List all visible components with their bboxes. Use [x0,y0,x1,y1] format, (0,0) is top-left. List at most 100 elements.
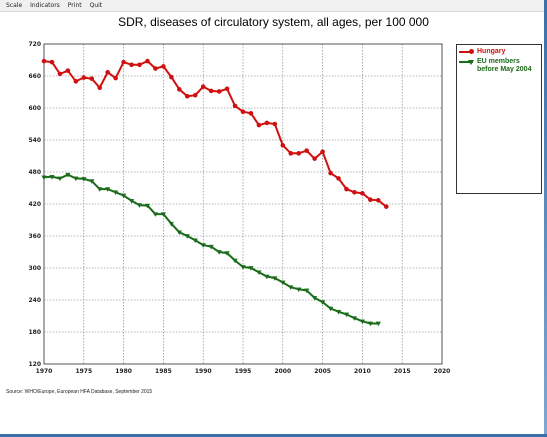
chart-title: SDR, diseases of circulatory system, all… [118,15,429,29]
x-tick-label: 2020 [434,368,451,375]
menu-quit[interactable]: Quit [89,2,103,9]
data-point-0 [137,62,142,68]
data-point-0 [376,197,381,203]
data-point-0 [352,189,357,195]
data-point-1 [152,212,159,217]
y-tick-label: 480 [28,169,41,176]
y-tick-label: 660 [28,73,41,80]
data-point-0 [320,149,325,155]
data-point-0 [81,75,87,80]
data-point-0 [65,68,71,73]
data-point-1 [57,176,63,182]
data-point-1 [272,276,278,281]
menu-scale[interactable]: Scale [6,2,23,9]
data-point-1 [184,234,190,239]
series-line-0 [43,59,387,208]
menu-indicators[interactable]: Indicators [30,2,60,9]
data-point-1 [144,203,151,209]
data-point-1 [240,265,246,270]
x-tick-label: 1985 [155,368,172,375]
data-point-1 [208,244,214,250]
data-point-1 [256,270,262,276]
data-point-0 [288,151,294,156]
plot-frame [43,43,443,365]
window-edge-right [544,0,547,437]
legend-item-hungary[interactable]: Hungary [459,48,541,56]
data-point-1 [73,176,79,182]
y-tick-label: 180 [28,329,41,336]
data-point-0 [248,111,254,116]
data-point-0 [256,122,262,128]
data-point-0 [344,186,349,192]
legend-symbol-eu [459,58,477,66]
data-point-0 [304,148,309,153]
data-point-1 [304,288,310,294]
data-point-1 [319,300,326,305]
data-point-1 [375,321,381,327]
data-point-1 [343,312,350,318]
data-point-0 [161,64,166,69]
data-point-1 [311,296,318,301]
data-point-0 [145,58,150,64]
data-point-1 [351,316,358,321]
data-point-1 [65,172,71,178]
data-point-0 [153,66,158,71]
data-point-0 [97,85,103,91]
data-point-1 [327,306,334,312]
data-point-0 [328,170,333,176]
data-point-1 [192,238,198,244]
data-point-1 [168,221,175,227]
data-point-1 [280,280,286,286]
data-point-0 [49,59,55,65]
data-point-1 [248,266,254,271]
y-tick-label: 360 [28,233,41,240]
data-point-0 [296,151,302,156]
data-point-0 [208,88,214,94]
x-tick-label: 1990 [195,368,212,375]
data-point-0 [383,204,389,209]
data-point-0 [272,121,278,127]
data-point-0 [200,84,206,89]
data-point-1 [288,285,294,291]
y-tick-label: 420 [28,201,41,208]
data-point-0 [264,120,270,126]
x-tick-label: 1980 [115,368,132,375]
x-tick-label: 2015 [394,368,411,375]
menu-print[interactable]: Print [67,2,82,9]
source-note: Source: WHO/Europe, European HFA Databas… [6,389,153,395]
data-point-1 [97,187,103,192]
data-point-0 [41,58,47,64]
y-tick-label: 240 [28,297,41,304]
data-point-0 [280,143,286,148]
data-point-0 [192,92,198,98]
x-tick-label: 1975 [75,368,92,375]
legend-label-eu: EU members before May 2004 [477,58,532,73]
data-point-0 [232,103,238,109]
data-point-0 [105,69,110,75]
y-tick-label: 120 [28,361,41,368]
y-tick-label: 300 [28,265,41,272]
data-point-1 [49,174,55,180]
x-tick-label: 2005 [314,368,331,375]
menu-bar: Scale Indicators Print Quit [0,0,547,12]
data-point-1 [232,258,238,264]
data-point-1 [160,212,167,217]
data-point-1 [81,177,87,182]
data-point-0 [224,86,230,92]
legend-item-eu[interactable]: EU members before May 2004 [459,58,541,74]
data-point-0 [129,62,134,68]
y-tick-label: 600 [28,105,41,112]
data-point-1 [216,250,222,255]
data-point-0 [336,176,341,181]
data-point-1 [128,198,135,204]
data-point-1 [41,175,47,181]
data-point-1 [136,203,143,208]
x-tick-label: 1970 [36,368,53,375]
data-point-1 [112,190,119,196]
data-point-0 [312,156,317,161]
data-point-1 [200,243,206,248]
data-point-0 [169,74,174,80]
data-point-1 [89,179,95,184]
data-point-1 [224,251,230,256]
